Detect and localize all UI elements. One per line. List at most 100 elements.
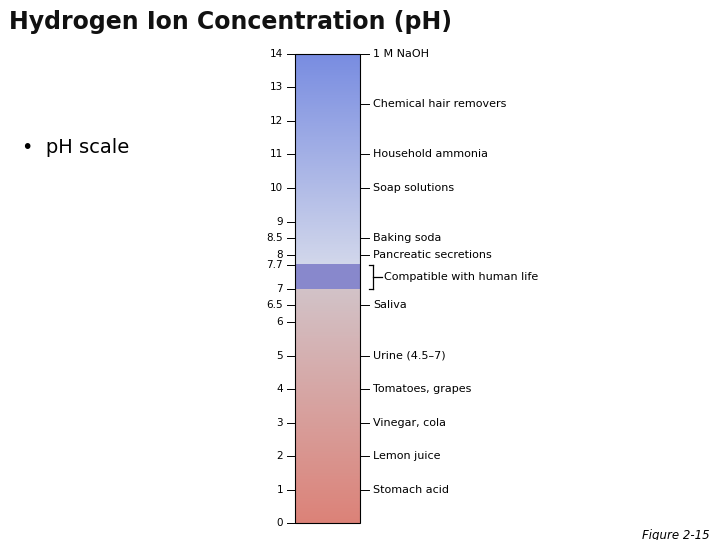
Text: 7.7: 7.7 <box>266 260 283 270</box>
Bar <box>295 312 360 313</box>
Bar <box>295 371 360 372</box>
Bar <box>295 139 360 140</box>
Bar <box>295 71 360 72</box>
Text: Baking soda: Baking soda <box>373 233 441 244</box>
Bar <box>295 440 360 441</box>
Bar <box>295 397 360 399</box>
Text: Tomatoes, grapes: Tomatoes, grapes <box>373 384 472 394</box>
Text: Vinegar, cola: Vinegar, cola <box>373 417 446 428</box>
Bar <box>295 276 360 278</box>
Bar <box>295 62 360 63</box>
Bar <box>295 494 360 495</box>
Bar <box>295 467 360 468</box>
Bar <box>295 288 360 289</box>
Bar <box>295 346 360 347</box>
Text: 2: 2 <box>276 451 283 461</box>
Bar <box>295 361 360 362</box>
Bar <box>295 250 360 251</box>
Bar <box>295 104 360 105</box>
Text: Chemical hair removers: Chemical hair removers <box>373 99 506 109</box>
Bar <box>295 519 360 521</box>
Bar <box>295 92 360 93</box>
Bar <box>295 372 360 373</box>
Bar <box>295 137 360 138</box>
Bar <box>295 296 360 297</box>
Bar <box>295 495 360 496</box>
Bar <box>295 218 360 219</box>
Bar <box>295 242 360 244</box>
Bar <box>295 435 360 436</box>
Bar <box>295 500 360 501</box>
Bar <box>295 385 360 386</box>
Bar <box>295 282 360 283</box>
Bar <box>295 260 360 261</box>
Bar <box>295 410 360 411</box>
Text: Soap solutions: Soap solutions <box>373 183 454 193</box>
Bar <box>295 65 360 66</box>
Bar <box>295 344 360 345</box>
Bar <box>295 356 360 357</box>
Bar <box>295 503 360 504</box>
Bar <box>295 374 360 375</box>
Bar <box>295 191 360 192</box>
Bar <box>295 510 360 511</box>
Bar <box>295 301 360 302</box>
Bar <box>295 101 360 102</box>
Bar <box>295 489 360 490</box>
Bar <box>295 360 360 361</box>
Bar <box>295 370 360 371</box>
Bar <box>295 345 360 346</box>
Bar <box>295 67 360 68</box>
Bar <box>295 234 360 235</box>
Bar <box>295 126 360 127</box>
Bar <box>295 322 360 323</box>
Bar <box>295 145 360 146</box>
Bar <box>295 185 360 186</box>
Bar <box>295 437 360 438</box>
Bar <box>295 315 360 316</box>
Bar <box>295 183 360 184</box>
Bar <box>295 167 360 168</box>
Bar <box>295 112 360 113</box>
Bar <box>295 82 360 83</box>
Bar <box>295 128 360 129</box>
Bar <box>295 75 360 76</box>
Bar <box>295 438 360 439</box>
Bar <box>295 148 360 150</box>
Bar <box>295 111 360 112</box>
Bar <box>295 292 360 293</box>
Bar <box>295 479 360 480</box>
Bar <box>295 72 360 73</box>
Bar <box>295 347 360 348</box>
Text: 3: 3 <box>276 417 283 428</box>
Bar <box>295 400 360 401</box>
Bar <box>295 215 360 217</box>
Bar <box>295 341 360 342</box>
Bar <box>295 509 360 510</box>
Text: Pancreatic secretions: Pancreatic secretions <box>373 250 492 260</box>
Bar <box>295 198 360 199</box>
Text: 11: 11 <box>270 150 283 159</box>
Bar <box>295 332 360 333</box>
Bar <box>295 238 360 239</box>
Bar <box>295 85 360 86</box>
Bar <box>295 443 360 444</box>
Bar <box>295 386 360 387</box>
Bar <box>295 423 360 424</box>
Bar <box>295 463 360 464</box>
Bar <box>295 368 360 369</box>
Bar <box>295 466 360 467</box>
Bar <box>295 338 360 339</box>
Bar <box>295 131 360 132</box>
Bar <box>295 76 360 77</box>
Bar <box>295 237 360 238</box>
Bar <box>295 114 360 115</box>
Bar <box>295 326 360 327</box>
Bar <box>295 89 360 90</box>
Bar <box>295 223 360 224</box>
Bar <box>295 64 360 65</box>
Bar <box>295 441 360 442</box>
Bar <box>295 484 360 485</box>
Text: Stomach acid: Stomach acid <box>373 485 449 495</box>
Bar <box>295 54 360 523</box>
